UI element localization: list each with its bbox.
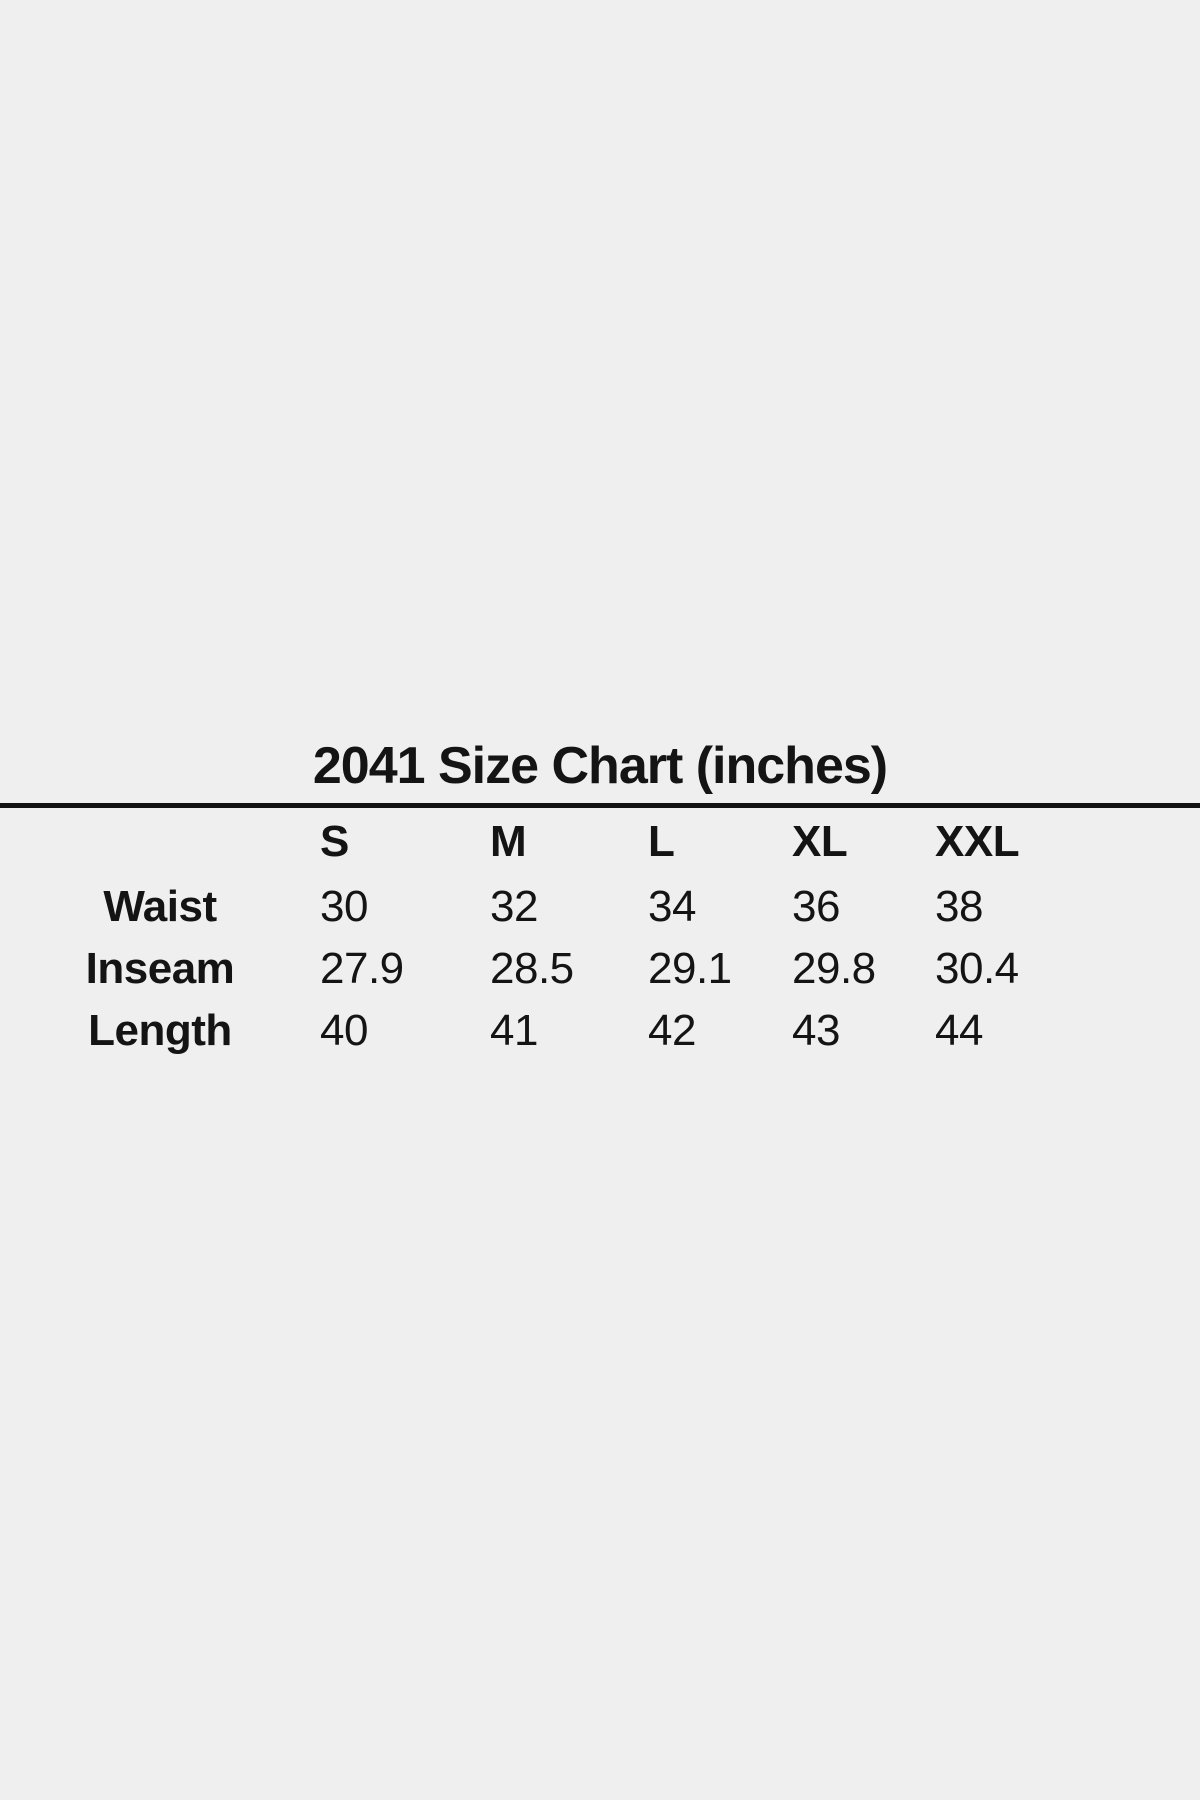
inseam-value-l: 29.1 xyxy=(648,944,732,993)
header-cell-m: M xyxy=(490,817,527,866)
header-cell-empty xyxy=(0,808,320,876)
waist-value-xxl: 38 xyxy=(935,882,983,931)
length-value-s: 40 xyxy=(320,1006,368,1055)
header-cell-xl: XL xyxy=(792,817,848,866)
waist-value-m: 32 xyxy=(490,882,538,931)
header-cell-l: L xyxy=(648,817,675,866)
table-row-waist: Waist 30 32 34 36 38 xyxy=(0,876,1200,938)
length-value-l: 42 xyxy=(648,1006,696,1055)
length-value-xl: 43 xyxy=(792,1006,840,1055)
inseam-value-s: 27.9 xyxy=(320,944,404,993)
header-cell-xxl: XXL xyxy=(935,817,1020,866)
length-value-m: 41 xyxy=(490,1006,538,1055)
inseam-value-m: 28.5 xyxy=(490,944,574,993)
inseam-value-xl: 29.8 xyxy=(792,944,876,993)
table-row-length: Length 40 41 42 43 44 xyxy=(0,1000,1200,1062)
inseam-value-xxl: 30.4 xyxy=(935,944,1019,993)
waist-value-xl: 36 xyxy=(792,882,840,931)
length-value-xxl: 44 xyxy=(935,1006,983,1055)
size-chart-title: 2041 Size Chart (inches) xyxy=(312,737,888,795)
row-label-inseam: Inseam xyxy=(85,944,235,993)
size-chart-header-row: S M L XL XXL xyxy=(0,808,1200,876)
waist-value-s: 30 xyxy=(320,882,368,931)
row-label-length: Length xyxy=(88,1006,232,1055)
waist-value-l: 34 xyxy=(648,882,696,931)
row-label-waist: Waist xyxy=(103,882,217,931)
size-chart-table: S M L XL XXL Waist 30 32 34 36 38 Inseam… xyxy=(0,808,1200,1062)
title-divider-rule xyxy=(0,803,1200,808)
table-row-inseam: Inseam 27.9 28.5 29.1 29.8 30.4 xyxy=(0,938,1200,1000)
header-cell-s: S xyxy=(320,817,349,866)
